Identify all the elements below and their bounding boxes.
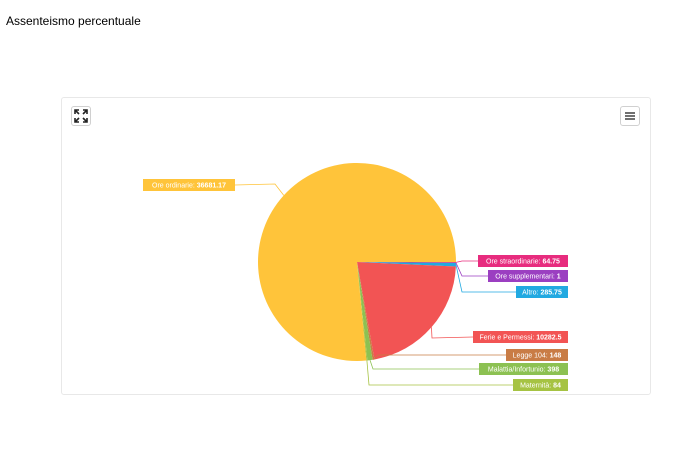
pie-slice-1[interactable] [357,262,456,360]
connector-line-2 [373,354,506,360]
data-label-7: Altro: 285.75 [522,290,562,297]
connector-line-6 [455,262,488,277]
data-label-box-6 [488,270,568,282]
connector-line-7 [455,264,516,293]
connector-line-4 [366,360,513,386]
data-label-2: Legge 104: 148 [513,353,562,360]
data-label-box-5 [478,255,568,267]
pie-slice-4[interactable] [357,262,368,361]
expand-icon [74,109,88,123]
connector-line-5 [455,260,478,263]
data-label-3: Malattia/Infortunio: 398 [488,367,559,374]
data-label-box-1 [473,331,568,343]
connector-line-1 [431,327,474,339]
connector-line-0 [234,183,285,196]
data-label-1: Ferie e Permessi: 10282.5 [479,335,561,342]
page-title: Assenteismo percentuale [6,14,141,28]
data-label-5: Ore straordinarie: 64.75 [486,259,560,266]
data-label-6: Ore supplementari: 1 [495,274,560,281]
pie-slice-5[interactable] [357,262,456,263]
hamburger-menu-icon [625,112,635,120]
pie-slice-0[interactable] [257,163,456,362]
data-label-box-0 [143,179,235,191]
data-label-4: Maternità: 84 [520,383,561,390]
pie-slice-7[interactable] [357,262,456,267]
data-label-box-7 [516,286,568,298]
pie-slice-3[interactable] [357,262,373,361]
chart-menu-button[interactable] [620,106,640,126]
data-label-0: Ore ordinarie: 36681.17 [152,183,226,190]
pie-slice-2[interactable] [357,262,375,360]
pie-slice-6[interactable] [357,262,456,263]
data-label-box-3 [479,363,568,375]
data-label-box-4 [513,379,568,391]
data-label-box-2 [506,349,568,361]
connector-line-3 [369,360,479,370]
expand-button[interactable] [71,106,91,126]
